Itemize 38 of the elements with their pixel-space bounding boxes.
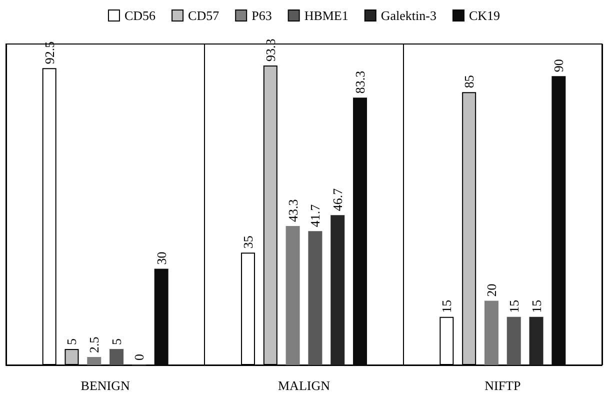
data-label: 15 — [506, 300, 522, 313]
legend-label: P63 — [252, 8, 272, 23]
data-label: 90 — [551, 59, 566, 72]
data-label: 15 — [439, 300, 454, 313]
bar — [286, 226, 300, 365]
legend-label: HBME1 — [304, 8, 348, 23]
data-label: 15 — [528, 300, 544, 313]
data-label: 35 — [240, 236, 256, 249]
legend-label: CK19 — [468, 8, 500, 23]
bar — [87, 356, 102, 365]
bar — [552, 76, 566, 365]
x-tick-label: MALIGN — [278, 378, 331, 393]
data-label: 5 — [64, 338, 80, 345]
bar — [308, 231, 322, 365]
data-label: 83.3 — [352, 70, 368, 94]
x-tick-label: BENIGN — [80, 378, 130, 393]
data-label: 5 — [109, 338, 124, 345]
x-tick-label: NIFTP — [484, 378, 521, 393]
legend-label: Galektin-3 — [380, 8, 436, 23]
data-label: 93.3 — [262, 38, 278, 62]
bar — [154, 268, 168, 365]
data-label: 30 — [154, 252, 169, 265]
legend-label: CD56 — [124, 8, 156, 23]
bar — [529, 316, 544, 365]
data-label: 43.3 — [285, 199, 300, 222]
bar — [484, 300, 498, 365]
bar — [353, 98, 367, 365]
data-label: 2.5 — [86, 336, 102, 353]
bar — [110, 348, 124, 365]
data-label: 0 — [131, 354, 146, 360]
data-label: 41.7 — [308, 204, 323, 228]
data-label: 85 — [462, 75, 477, 88]
bar — [330, 215, 345, 365]
data-label: 46.7 — [330, 188, 346, 212]
data-label: 20 — [484, 284, 499, 297]
legend-label: CD57 — [188, 8, 220, 23]
data-label: 92.5 — [42, 41, 57, 64]
bar — [506, 316, 521, 365]
